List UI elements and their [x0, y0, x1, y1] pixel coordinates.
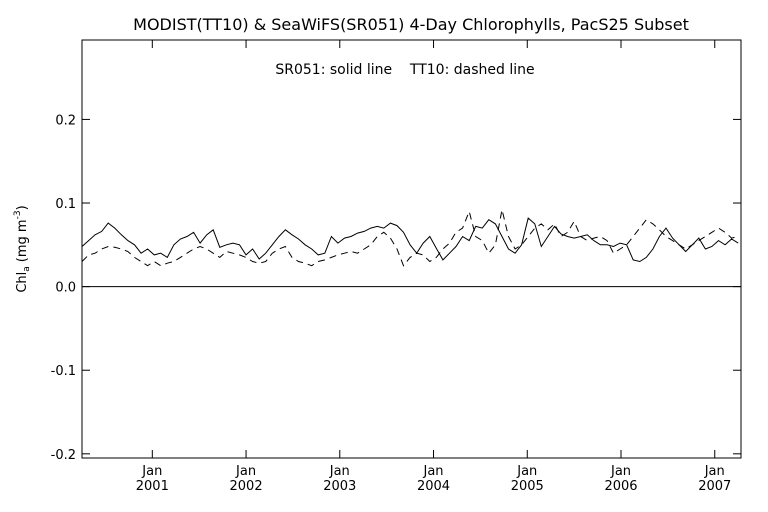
x-tick-year-label: 2006: [604, 479, 637, 494]
legend-annotation: SR051: solid line TT10: dashed line: [275, 62, 534, 78]
y-axis-label: Chla (mg m-3): [13, 205, 32, 292]
x-tick-year-label: 2005: [511, 479, 544, 494]
y-tick-label: -0.1: [51, 364, 76, 379]
y-tick-label: 0.0: [55, 281, 76, 296]
chart-title: MODIST(TT10) & SeaWiFS(SR051) 4-Day Chlo…: [133, 15, 689, 34]
x-tick-year-label: 2002: [230, 479, 263, 494]
x-tick-month-label: Jan: [516, 464, 537, 479]
y-label-sub: a: [22, 266, 32, 272]
x-tick-month-label: Jan: [423, 464, 444, 479]
x-tick-year-label: 2007: [698, 479, 731, 494]
x-axis: Jan2001Jan2002Jan2003Jan2004Jan2005Jan20…: [136, 40, 731, 494]
y-label-sup: -3: [13, 210, 23, 219]
x-tick-year-label: 2003: [323, 479, 356, 494]
x-tick-year-label: 2004: [417, 479, 450, 494]
series-line-sr051: [81, 217, 739, 263]
y-axis: -0.2 -0.1 0.0 0.1 0.2: [51, 113, 741, 463]
x-tick-year-label: 2001: [136, 479, 169, 494]
series-layer: [81, 209, 739, 267]
y-tick-label: 0.2: [55, 113, 76, 128]
y-tick-label: -0.2: [51, 448, 76, 463]
y-label-main: Chl: [15, 272, 30, 293]
y-tick-label: 0.1: [55, 197, 76, 212]
x-tick-month-label: Jan: [141, 464, 162, 479]
y-label-unit: (mg m: [15, 219, 30, 262]
x-tick-month-label: Jan: [704, 464, 725, 479]
plot-frame: [81, 39, 742, 459]
x-tick-month-label: Jan: [235, 464, 256, 479]
x-tick-month-label: Jan: [329, 464, 350, 479]
y-label-close: ): [15, 205, 30, 210]
x-tick-month-label: Jan: [610, 464, 631, 479]
series-line-tt10: [81, 209, 739, 267]
